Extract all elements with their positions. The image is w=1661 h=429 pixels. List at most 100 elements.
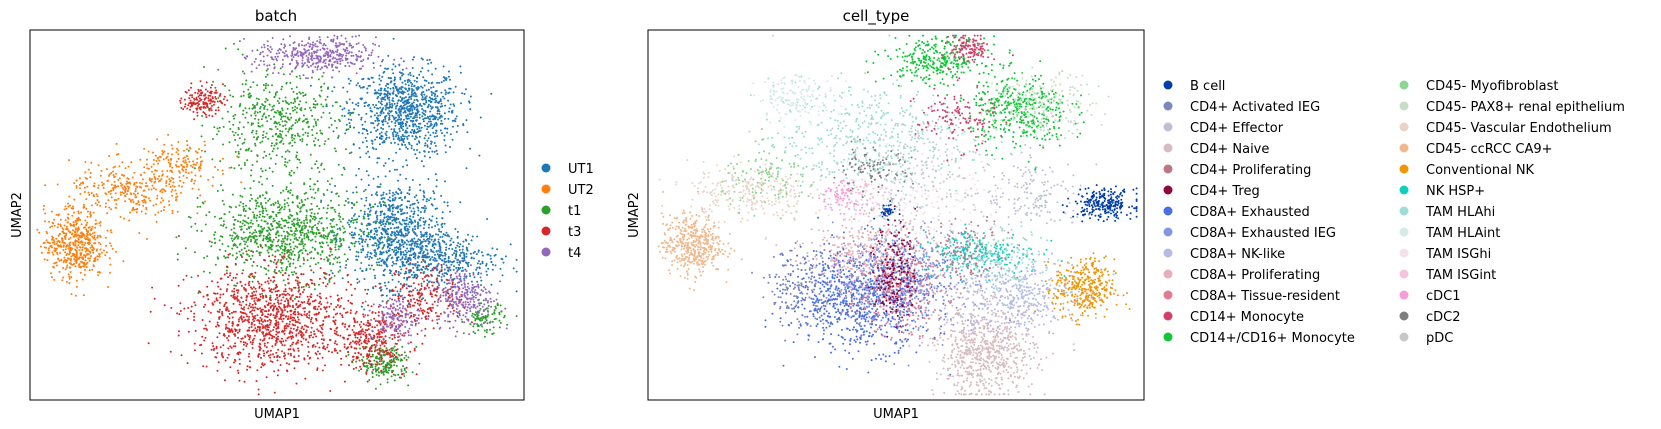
scatter-point [501,274,504,277]
scatter-point [83,247,86,250]
scatter-point [396,132,399,135]
scatter-point [403,367,406,370]
scatter-point [302,94,305,97]
scatter-point [275,245,278,247]
scatter-point [269,260,272,262]
scatter-point [358,131,360,134]
scatter-point [413,212,416,215]
scatter-point [365,170,368,173]
scatter-point [377,371,380,374]
scatter-point [429,134,432,137]
scatter-point [348,223,351,226]
scatter-point [400,136,403,138]
scatter-point [322,227,325,230]
scatter-point [305,143,308,146]
scatter-point [395,351,398,354]
scatter-point [96,234,99,237]
scatter-point [380,371,383,374]
scatter-point [441,273,444,276]
scatter-point [290,101,293,104]
scatter-point [433,198,436,201]
scatter-point [349,124,352,127]
scatter-point [276,231,279,234]
scatter-point [228,205,231,208]
scatter-point [283,230,285,233]
scatter-point [177,165,180,168]
scatter-point [293,247,296,250]
scatter-point [56,240,59,243]
scatter-point [389,87,392,90]
scatter-point [439,98,442,101]
scatter-point [371,205,374,208]
scatter-point [317,222,320,225]
scatter-point [243,247,246,250]
scatter-point [160,178,163,181]
scatter-point [283,164,286,166]
scatter-point [96,199,99,202]
scatter-point [89,176,92,179]
scatter-point [365,196,368,199]
scatter-point [290,248,292,251]
scatter-point [409,247,412,250]
scatter-point [124,191,127,193]
scatter-point [482,299,485,302]
scatter-point [237,152,240,155]
scatter-point [409,204,412,207]
scatter-point [77,241,80,244]
scatter-point [419,129,422,132]
scatter-point [430,123,433,126]
scatter-point [265,229,268,232]
scatter-point [274,290,277,293]
scatter-point [249,208,251,211]
scatter-point [297,221,300,224]
scatter-point [372,221,375,224]
scatter-point [349,248,352,251]
scatter-point [289,112,292,115]
scatter-point [455,130,458,133]
scatter-point [346,197,349,200]
scatter-point [116,153,118,156]
scatter-point [238,320,240,323]
scatter-point [387,157,390,160]
scatter-point [145,208,148,211]
scatter-point [277,202,280,205]
scatter-point [357,251,360,254]
scatter-point [403,351,406,354]
scatter-point [341,173,344,176]
scatter-point [261,292,263,295]
scatter-point [383,96,385,99]
scatter-point [345,264,348,266]
scatter-point [131,209,134,212]
scatter-point [348,122,351,125]
scatter-point [405,243,408,246]
scatter-point [412,266,415,269]
scatter-point [274,162,277,165]
scatter-point [418,113,421,116]
scatter-point [284,284,287,286]
scatter-point [150,188,153,191]
scatter-point [298,158,301,161]
scatter-point [326,95,329,98]
scatter-point [344,148,347,151]
scatter-point [258,181,261,184]
scatter-point [75,222,78,225]
scatter-point [442,76,445,79]
scatter-point [481,260,484,263]
scatter-point [84,268,86,271]
scatter-point [72,243,75,246]
scatter-point [289,226,292,229]
scatter-point [355,84,358,87]
scatter-point [261,194,264,197]
scatter-point [342,307,345,310]
scatter-point [251,103,254,106]
scatter-point [313,282,316,285]
scatter-point [294,245,297,248]
scatter-point [272,108,275,111]
scatter-point [233,167,236,170]
scatter-point [353,108,356,111]
scatter-point [431,226,433,229]
scatter-point [330,269,333,272]
scatter-point [299,265,302,268]
scatter-point [313,197,316,200]
